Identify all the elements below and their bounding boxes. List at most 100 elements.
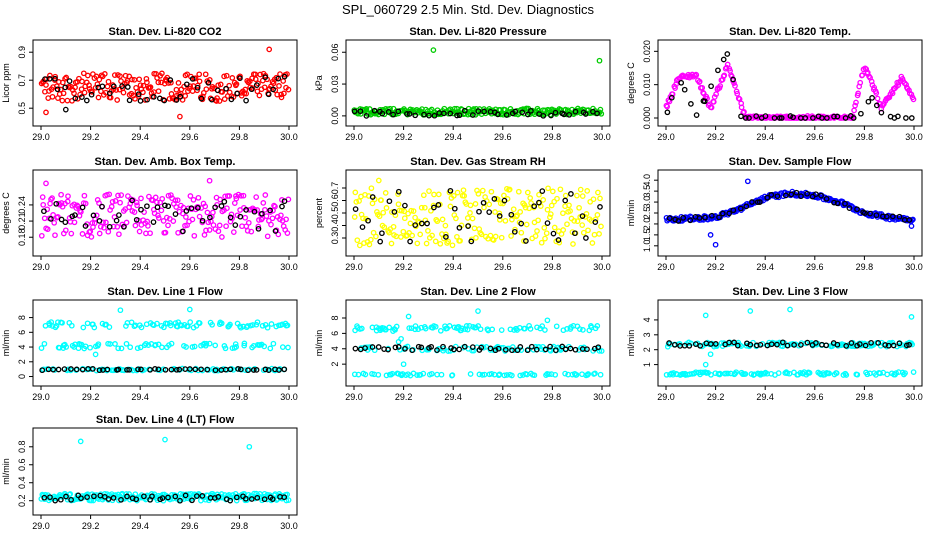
data-point-subset [594,110,600,117]
y-tick-label: 2.0 [642,218,652,231]
data-point-all [111,72,118,78]
data-point-all [557,186,564,193]
data-point-all [141,366,148,373]
data-point-subset [533,346,540,353]
data-point-all [534,324,540,331]
data-point-subset [412,222,419,228]
data-point-all [67,491,74,497]
data-point-subset [523,238,529,244]
data-point-subset [869,95,875,101]
data-point-subset [72,212,78,218]
y-tick-label: 0.5 [17,102,27,115]
x-tick-label: 29.2 [707,392,725,402]
data-point-subset [227,366,234,373]
data-point-subset [511,228,518,235]
data-point-subset [199,493,206,499]
data-point-subset [701,98,708,105]
data-point-subset [395,188,402,195]
data-point-subset [193,493,200,499]
data-point-all [195,194,202,201]
data-point-all [854,371,861,378]
x-tick-label: 29.8 [544,132,562,142]
data-point-all [106,191,113,198]
data-point-subset [561,111,567,118]
data-point-subset [481,108,487,115]
x-tick-label: 29.2 [395,392,413,402]
data-point-all [580,327,586,333]
data-point-all [95,341,102,348]
data-point-all [478,231,485,238]
x-tick-label: 29.8 [856,262,874,272]
y-tick-label: 0.5 [330,207,340,220]
data-point-subset [173,97,180,103]
data-point-all [79,231,86,237]
data-point-subset [566,111,573,118]
data-point-all [592,370,598,377]
data-point-all [281,90,287,97]
data-point-all [543,230,550,237]
data-point-subset [232,222,239,228]
data-point-all [514,212,520,219]
data-point-all [445,238,452,245]
data-point-all [280,78,287,84]
data-point-all [205,219,212,226]
y-tick-label: 0.03 [330,75,340,93]
data-point-subset [245,367,251,374]
data-point-all [123,340,130,347]
data-point-all [284,322,291,329]
data-point-all [226,82,233,89]
data-point-all [744,178,751,185]
data-point-subset [52,75,58,82]
y-tick-label: 0.00 [330,107,340,125]
data-point-subset [434,347,440,353]
data-point-subset [215,494,222,500]
data-point-subset [664,109,671,116]
y-tick-label: 4.0 [642,174,652,187]
data-point-all [510,206,517,213]
data-point-all [147,230,153,237]
data-point-all [173,86,180,93]
data-point-all [469,215,476,222]
data-point-all [65,193,71,200]
data-point-all [266,46,273,53]
plot-frame [657,169,923,257]
data-point-subset [813,340,819,346]
data-point-subset [592,219,599,225]
data-point-all [106,324,113,330]
data-point-subset [539,188,546,194]
data-point-subset [198,366,204,373]
data-point-subset [212,204,218,211]
data-point-all [910,216,916,223]
data-point-subset [159,495,166,501]
data-point-subset [187,366,193,372]
data-point-all [196,213,203,220]
data-point-all [229,75,236,81]
data-point-subset [686,342,693,349]
data-point-all [257,71,264,78]
data-point-all [857,79,864,86]
data-point-all [420,370,427,377]
data-point-subset [129,197,135,204]
data-point-subset [172,211,179,217]
data-point-all [400,228,407,235]
data-point-all [366,241,373,248]
y-axis-label: degrees C [1,192,11,234]
data-point-all [101,224,107,231]
data-point-all [395,201,402,208]
data-point-subset [798,193,804,200]
data-point-all [477,326,484,333]
y-tick-label: 4 [17,345,27,350]
data-point-all [249,322,256,328]
data-point-subset [480,199,487,206]
data-point-subset [189,76,196,82]
data-point-all [81,192,88,199]
data-point-all [59,97,66,104]
x-tick-label: 29.4 [444,132,462,142]
data-point-subset [275,75,282,82]
y-tick-label: 0.9 [17,46,27,59]
data-point-subset [363,113,370,119]
data-point-subset [223,85,229,92]
data-point-subset [83,97,90,104]
data-point-all [442,222,449,229]
data-point-all [117,73,123,79]
